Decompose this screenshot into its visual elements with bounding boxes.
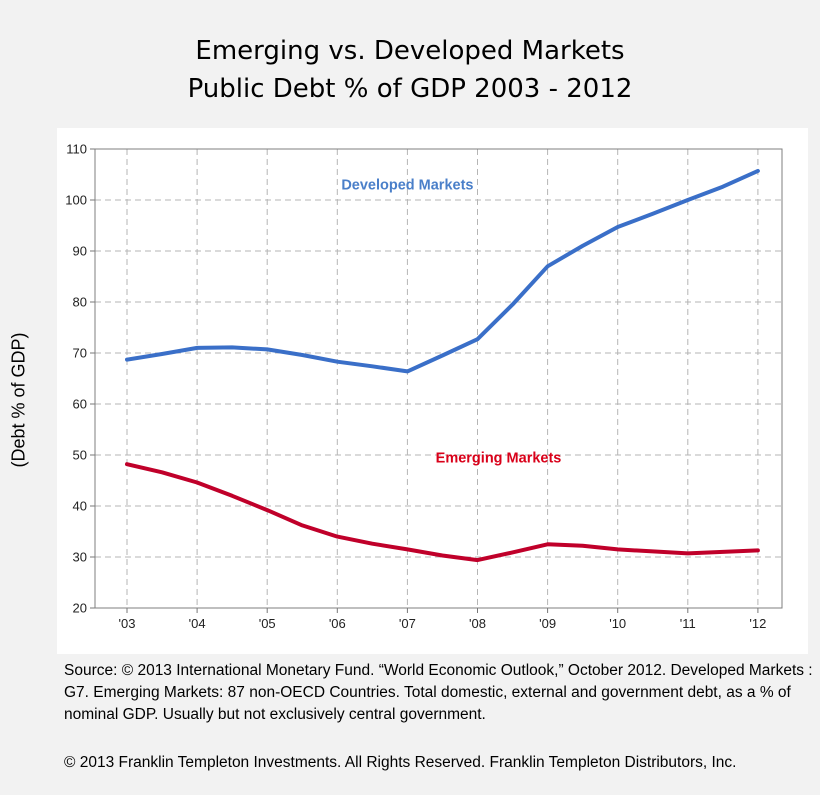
chart-title-line-1: Emerging vs. Developed Markets [195,36,625,66]
y-axis-label-container: (Debt % of GDP) [4,320,34,480]
x-tick-label: '05 [259,616,276,631]
line-chart: 20 30 40 50 60 70 80 90 100 110 '03 '04 '05 '06 '07 '08… [65,142,783,631]
y-tick-label: 20 [73,601,87,616]
y-tick-label: 70 [73,346,87,361]
x-tick-label: '12 [749,616,766,631]
x-tick-label: '06 [329,616,346,631]
y-tick-label: 110 [66,142,87,157]
y-tick-label: 80 [73,295,87,310]
y-axis-label: (Debt % of GDP) [8,332,29,468]
y-tick-label: 30 [73,550,87,565]
plot-frame [94,148,783,609]
chart-panel: 20 30 40 50 60 70 80 90 100 110 '03 '04 '05 '06 '07 '08… [57,128,808,654]
chart-title-line-2: Public Debt % of GDP 2003 - 2012 [187,74,633,104]
copyright-note: © 2013 Franklin Templeton Investments. A… [64,754,737,771]
x-tick-label: '08 [469,616,486,631]
series-label-developed-markets: Developed Markets [341,178,473,194]
x-tick-label: '07 [399,616,416,631]
x-tick-label: '10 [609,616,626,631]
y-tick-label: 90 [73,244,87,259]
y-tick-label: 100 [65,193,87,208]
y-tick-label: 40 [73,499,87,514]
x-tick-label: '04 [189,616,206,631]
x-tick-label: '03 [119,616,136,631]
source-note: Source: © 2013 International Monetary Fu… [64,662,813,723]
plot-area [95,149,782,608]
y-tick-label: 50 [73,448,87,463]
x-tick-label: '09 [539,616,556,631]
series-line-developed-markets [125,168,760,374]
series-label-emerging-markets: Emerging Markets [436,451,562,467]
x-tick-label: '11 [680,616,696,631]
series-line-emerging-markets [125,462,760,563]
y-tick-label: 60 [73,397,87,412]
